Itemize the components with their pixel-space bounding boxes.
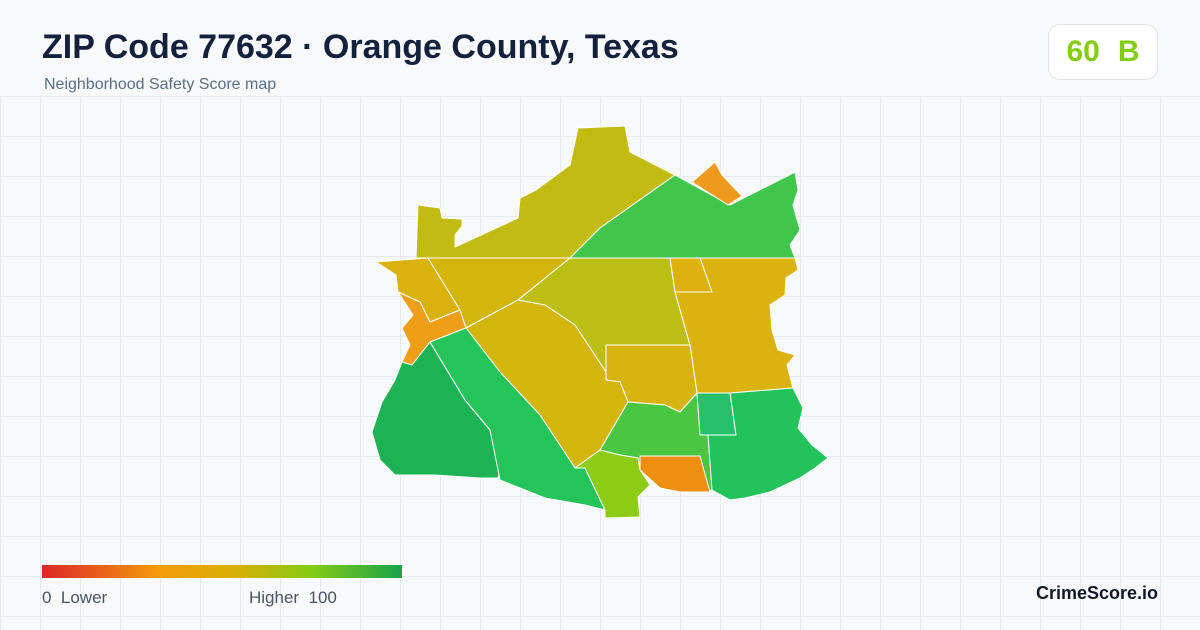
safety-score-badge: 60 B bbox=[1048, 24, 1158, 80]
region-east-small[interactable] bbox=[669, 257, 713, 293]
brand-logo-text[interactable]: CrimeScore.io bbox=[1036, 583, 1159, 603]
region-south-east-small[interactable] bbox=[696, 392, 737, 436]
page-subtitle: Neighborhood Safety Score map bbox=[44, 76, 277, 93]
region-south-east-large[interactable] bbox=[707, 387, 829, 501]
region-top-orange-notch[interactable] bbox=[691, 161, 743, 206]
score-grade: B bbox=[1117, 35, 1140, 68]
score-value: 60 bbox=[1066, 35, 1100, 68]
legend-low-label: 0 Lower bbox=[42, 588, 108, 607]
region-south-orange[interactable] bbox=[639, 455, 711, 493]
header-bar: ZIP Code 77632 · Orange County, Texas Ne… bbox=[0, 0, 1200, 96]
region-south-lime[interactable] bbox=[574, 449, 651, 519]
legend-high-label: Higher 100 bbox=[249, 588, 337, 607]
legend-gradient-bar bbox=[42, 565, 402, 578]
region-north-east-tract[interactable] bbox=[569, 171, 801, 259]
page-title: ZIP Code 77632 · Orange County, Texas bbox=[42, 28, 679, 66]
